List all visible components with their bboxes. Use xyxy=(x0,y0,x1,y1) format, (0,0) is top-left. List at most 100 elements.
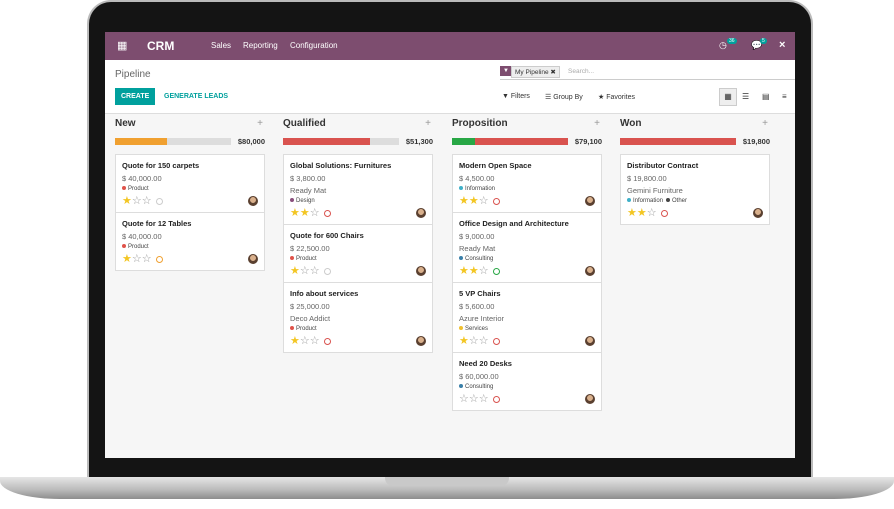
priority-stars[interactable]: ★★☆ xyxy=(459,195,489,207)
lead-card[interactable]: Info about services $ 25,000.00 Deco Addic… xyxy=(283,282,433,353)
card-tags: Product xyxy=(122,244,258,250)
create-button[interactable]: CREATE xyxy=(115,88,156,105)
tag: Product xyxy=(296,326,317,332)
lead-card[interactable]: Office Design and Architecture $ 9,000.00… xyxy=(452,212,602,283)
lead-card[interactable]: Quote for 150 carpets $ 40,000.00 Product ★… xyxy=(115,154,265,213)
progress-segment xyxy=(620,138,736,145)
lead-card[interactable]: Need 20 Desks $ 60,000.00 Consulting ☆☆☆ xyxy=(452,352,602,411)
star: ★ xyxy=(299,207,310,219)
search-input[interactable]: Search... xyxy=(568,68,595,75)
lead-card[interactable]: Quote for 12 Tables $ 40,000.00 Product ★☆☆ xyxy=(115,212,265,271)
tag-dot xyxy=(459,256,463,261)
priority-row: ★☆☆ xyxy=(459,335,595,347)
tag-dot xyxy=(290,256,294,261)
search-bar[interactable]: ▼ My Pipeline ✖ Search... xyxy=(500,66,795,80)
tag-dot xyxy=(122,244,126,249)
card-title: 5 VP Chairs xyxy=(459,289,501,298)
card-amount: $ 19,800.00 xyxy=(627,174,667,183)
close-button[interactable]: × xyxy=(779,39,786,51)
priority-row: ★☆☆ xyxy=(122,253,258,265)
tag: Consulting xyxy=(465,256,494,262)
activity-icon[interactable]: ◷ xyxy=(719,40,727,50)
column-total: $80,000 xyxy=(237,137,265,146)
card-company: Ready Mat xyxy=(459,244,496,253)
avatar xyxy=(585,336,595,346)
add-button[interactable]: + xyxy=(257,118,263,129)
menu-item[interactable]: Configuration xyxy=(290,41,338,50)
star: ★ xyxy=(122,195,132,207)
add-button[interactable]: + xyxy=(594,118,600,129)
calendar-view[interactable]: ▤ xyxy=(762,92,770,101)
activity-icon[interactable] xyxy=(323,337,331,345)
menu-item[interactable]: Sales xyxy=(211,41,232,50)
tag-dot xyxy=(459,384,463,389)
chat-icon[interactable]: 💬 xyxy=(751,40,763,50)
priority-stars[interactable]: ★☆☆ xyxy=(122,253,152,265)
activity-icon[interactable] xyxy=(492,337,500,345)
label: Filters xyxy=(510,93,530,100)
activity-icon[interactable] xyxy=(323,267,331,275)
lead-card[interactable]: Global Solutions: Furnitures $ 3,800.00 Re… xyxy=(283,154,433,225)
tag: Information xyxy=(465,186,496,192)
filters-button[interactable]: ▼ Filters xyxy=(502,93,530,100)
lead-card[interactable]: Quote for 600 Chairs $ 22,500.00 Product ★☆… xyxy=(283,224,433,283)
priority-stars[interactable]: ★☆☆ xyxy=(290,265,320,277)
generate-leads-button[interactable]: GENERATE LEADS xyxy=(164,93,229,100)
activity-icon[interactable] xyxy=(492,395,500,403)
priority-stars[interactable]: ★☆☆ xyxy=(290,335,320,347)
column-header: New + xyxy=(115,118,265,132)
progress-bar xyxy=(115,138,231,145)
activity-icon[interactable] xyxy=(155,197,163,205)
search-facet[interactable]: My Pipeline ✖ xyxy=(511,66,560,78)
activity-icon[interactable] xyxy=(492,197,500,205)
star: ★ xyxy=(636,207,647,219)
priority-stars[interactable]: ★★☆ xyxy=(459,265,489,277)
star: ☆ xyxy=(468,393,479,405)
groupby-button[interactable]: ☰ Group By xyxy=(545,94,583,101)
star: ★ xyxy=(459,265,469,277)
column-header: Won + xyxy=(620,118,770,132)
apps-icon[interactable]: ▦ xyxy=(117,40,128,52)
label: Group By xyxy=(553,94,583,101)
lead-card[interactable]: Distributor Contract $ 19,800.00 Gemini Fu… xyxy=(620,154,770,225)
priority-stars[interactable]: ☆☆☆ xyxy=(459,393,489,405)
pivot-view[interactable]: ≡ xyxy=(782,92,787,101)
priority-stars[interactable]: ★☆☆ xyxy=(122,195,152,207)
tag-dot xyxy=(459,186,463,191)
star: ☆ xyxy=(141,253,152,265)
card-title: Info about services xyxy=(290,289,359,298)
kanban-view[interactable]: ▦ xyxy=(719,88,737,106)
navbar: ▦ CRM Sales Reporting Configuration ◷ 36… xyxy=(105,32,795,60)
tag-dot xyxy=(290,198,294,203)
priority-stars[interactable]: ★★☆ xyxy=(290,207,320,219)
star: ★ xyxy=(290,207,300,219)
app-name[interactable]: CRM xyxy=(147,39,175,53)
add-button[interactable]: + xyxy=(425,118,431,129)
card-amount: $ 22,500.00 xyxy=(290,244,330,253)
lead-card[interactable]: 5 VP Chairs $ 5,600.00 Azure Interior Servi… xyxy=(452,282,602,353)
card-amount: $ 3,800.00 xyxy=(290,174,326,183)
priority-row: ★★☆ xyxy=(459,265,595,277)
priority-row: ★★☆ xyxy=(459,195,595,207)
star: ☆ xyxy=(131,253,142,265)
priority-stars[interactable]: ★☆☆ xyxy=(459,335,489,347)
card-tags: Product xyxy=(290,326,426,332)
column-title: Qualified xyxy=(283,118,326,129)
card-title: Global Solutions: Furnitures xyxy=(290,161,392,170)
activity-icon[interactable] xyxy=(155,255,163,263)
progress-segment xyxy=(370,138,399,145)
card-tags: Services xyxy=(459,326,595,332)
priority-stars[interactable]: ★★☆ xyxy=(627,207,657,219)
activity-icon[interactable] xyxy=(492,267,500,275)
add-button[interactable]: + xyxy=(762,118,768,129)
activity-icon[interactable] xyxy=(323,209,331,217)
kanban-column: Proposition + $79,100 Modern Open Space $ 4,… xyxy=(452,118,602,411)
list-view[interactable]: ☰ xyxy=(742,92,750,101)
favorites-button[interactable]: ★ Favorites xyxy=(598,94,636,101)
star: ☆ xyxy=(141,195,152,207)
lead-card[interactable]: Modern Open Space $ 4,500.00 Information ★★… xyxy=(452,154,602,213)
activity-icon[interactable] xyxy=(660,209,668,217)
tag: Product xyxy=(128,244,149,250)
menu-item[interactable]: Reporting xyxy=(243,41,278,50)
card-title: Modern Open Space xyxy=(459,161,532,170)
